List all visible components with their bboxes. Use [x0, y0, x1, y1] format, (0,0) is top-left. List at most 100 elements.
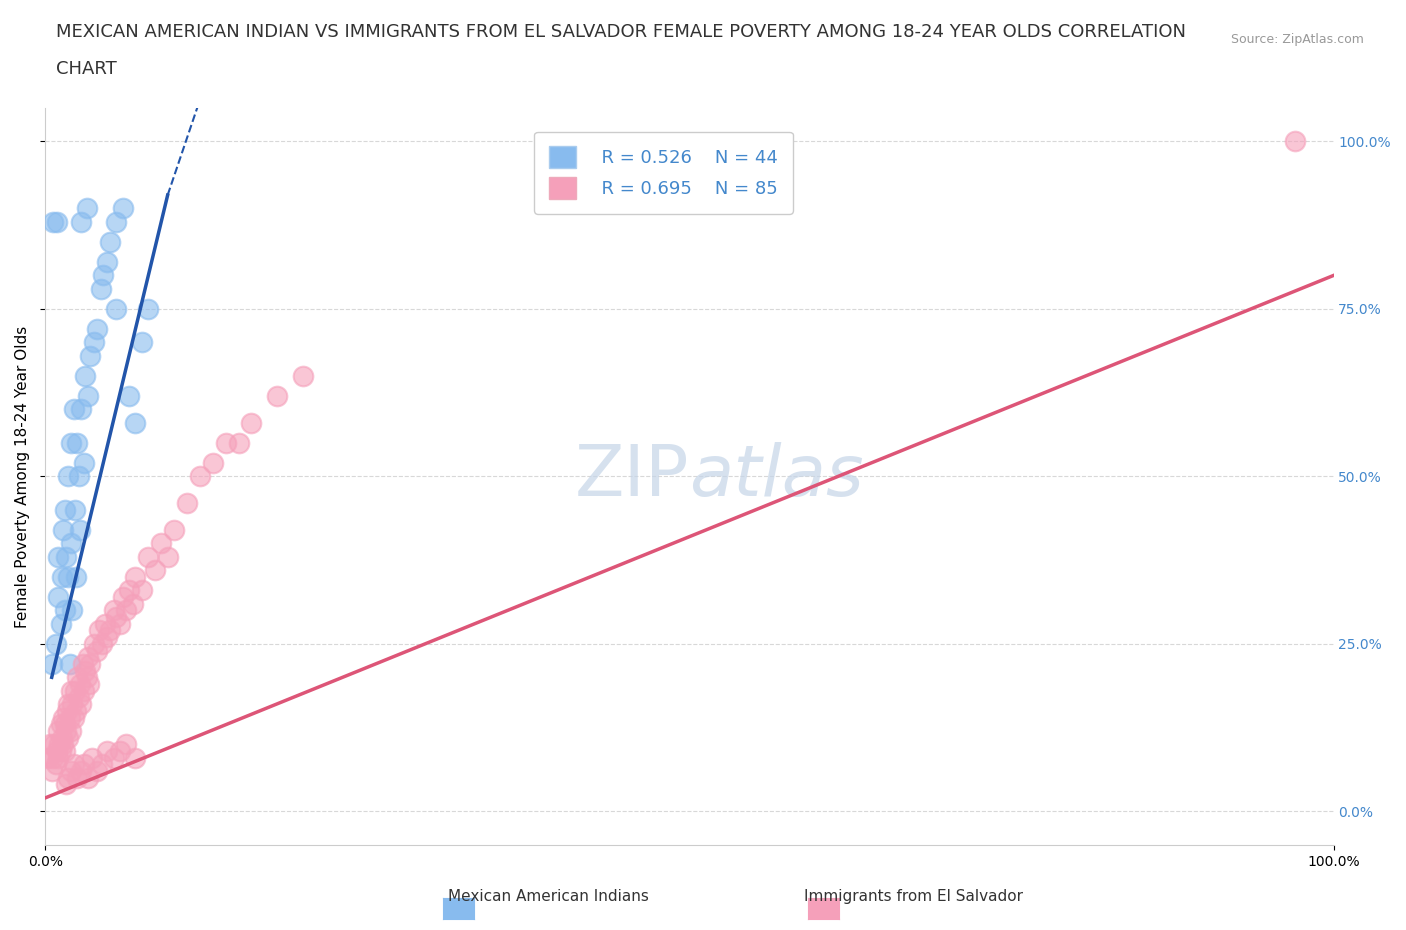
- Point: [60, 603, 83, 618]
- Point: [1284, 134, 1306, 149]
- Point: [103, 603, 125, 618]
- Point: [79, 349, 101, 364]
- Point: [98, 234, 121, 249]
- Point: [76, 650, 98, 665]
- Text: atlas: atlas: [689, 442, 865, 511]
- Point: [63, 502, 86, 517]
- Point: [46, 724, 69, 738]
- Point: [65, 569, 87, 584]
- Point: [76, 670, 98, 684]
- Point: [44, 737, 66, 751]
- Point: [48, 737, 70, 751]
- Point: [188, 469, 211, 484]
- Point: [105, 301, 128, 316]
- Point: [52, 523, 75, 538]
- Point: [122, 596, 145, 611]
- Point: [42, 215, 65, 230]
- Point: [45, 757, 67, 772]
- Point: [55, 724, 77, 738]
- Point: [62, 757, 84, 772]
- Point: [79, 657, 101, 671]
- Point: [45, 215, 67, 230]
- Point: [93, 617, 115, 631]
- Point: [39, 737, 62, 751]
- Point: [41, 764, 63, 778]
- Point: [55, 550, 77, 565]
- Point: [118, 389, 141, 404]
- Point: [156, 550, 179, 565]
- Point: [86, 644, 108, 658]
- Point: [58, 569, 80, 584]
- Point: [42, 751, 65, 765]
- Point: [70, 697, 93, 711]
- Y-axis label: Female Poverty Among 18-24 Year Olds: Female Poverty Among 18-24 Year Olds: [15, 326, 30, 628]
- Point: [58, 697, 80, 711]
- Point: [115, 603, 138, 618]
- Text: ZIP: ZIP: [575, 442, 689, 511]
- Point: [118, 583, 141, 598]
- Point: [58, 469, 80, 484]
- Point: [62, 402, 84, 417]
- Point: [67, 690, 90, 705]
- Point: [76, 770, 98, 785]
- Point: [108, 744, 131, 759]
- Point: [73, 757, 96, 772]
- Point: [80, 751, 103, 765]
- Text: CHART: CHART: [56, 60, 117, 78]
- Point: [76, 389, 98, 404]
- Point: [60, 684, 83, 698]
- Point: [69, 677, 91, 692]
- Point: [55, 777, 77, 792]
- Point: [66, 670, 89, 684]
- Point: [90, 282, 112, 297]
- Point: [37, 751, 59, 765]
- Point: [45, 636, 67, 651]
- Point: [73, 684, 96, 698]
- Point: [66, 770, 89, 785]
- Point: [66, 435, 89, 450]
- Point: [60, 536, 83, 551]
- Point: [96, 744, 118, 759]
- Point: [163, 523, 186, 538]
- Point: [138, 301, 160, 316]
- Point: [59, 657, 82, 671]
- Point: [75, 663, 97, 678]
- Point: [65, 703, 87, 718]
- Point: [60, 764, 83, 778]
- Point: [98, 623, 121, 638]
- Point: [111, 590, 134, 604]
- Point: [75, 368, 97, 383]
- Point: [70, 764, 93, 778]
- Point: [124, 416, 146, 431]
- Point: [73, 456, 96, 471]
- Point: [51, 569, 73, 584]
- Point: [72, 657, 94, 671]
- Point: [143, 563, 166, 578]
- Point: [49, 717, 72, 732]
- Point: [46, 590, 69, 604]
- Point: [46, 550, 69, 565]
- Point: [105, 609, 128, 624]
- Point: [49, 744, 72, 759]
- Point: [76, 201, 98, 216]
- Point: [60, 435, 83, 450]
- Text: Source: ZipAtlas.com: Source: ZipAtlas.com: [1230, 33, 1364, 46]
- Point: [201, 456, 224, 471]
- Point: [41, 657, 63, 671]
- Point: [91, 757, 114, 772]
- Legend:   R = 0.526    N = 44,   R = 0.695    N = 85: R = 0.526 N = 44, R = 0.695 N = 85: [534, 132, 793, 214]
- Point: [89, 623, 111, 638]
- Point: [115, 737, 138, 751]
- Point: [51, 730, 73, 745]
- Point: [56, 703, 79, 718]
- Point: [124, 751, 146, 765]
- Point: [53, 744, 76, 759]
- Point: [103, 751, 125, 765]
- Point: [108, 617, 131, 631]
- Point: [228, 435, 250, 450]
- Point: [83, 636, 105, 651]
- Point: [58, 730, 80, 745]
- Text: MEXICAN AMERICAN INDIAN VS IMMIGRANTS FROM EL SALVADOR FEMALE POVERTY AMONG 18-2: MEXICAN AMERICAN INDIAN VS IMMIGRANTS FR…: [56, 23, 1187, 41]
- Point: [46, 751, 69, 765]
- Point: [91, 268, 114, 283]
